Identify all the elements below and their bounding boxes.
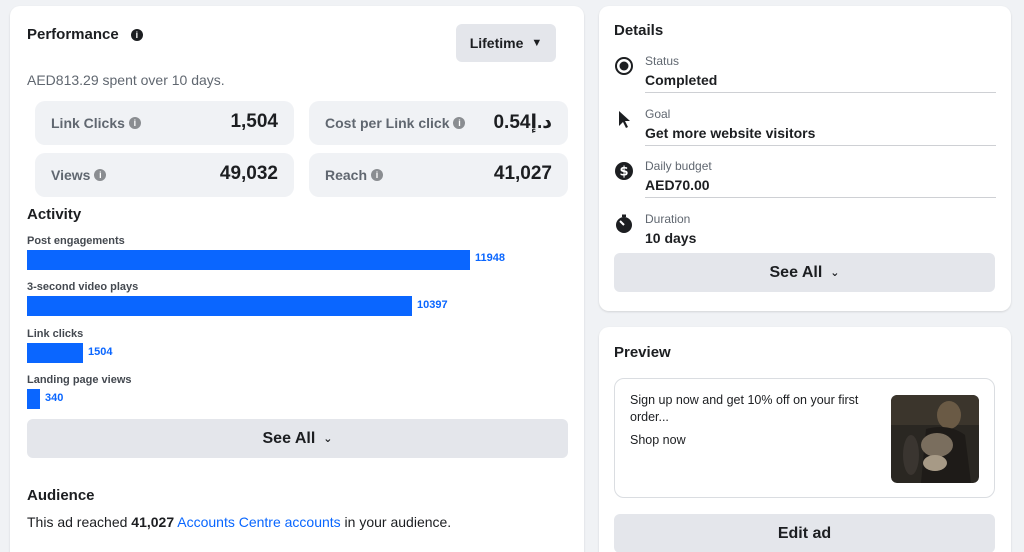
details-row-status: Status Completed (614, 54, 996, 106)
details-row-daily-budget: $ Daily budget AED70.00 (614, 159, 996, 211)
detail-value: AED70.00 (645, 177, 710, 193)
details-card: Details Status Completed Goal Get more w… (599, 6, 1011, 311)
info-icon[interactable]: i (371, 169, 384, 182)
radio-icon (615, 57, 633, 75)
performance-title: Performance i (27, 26, 143, 43)
divider (645, 92, 996, 93)
metric-link-clicks: Link Clicks i 1,504 (35, 101, 294, 145)
metric-value: 41,027 (493, 163, 552, 184)
audience-title: Audience (27, 487, 95, 504)
audience-count: 41,027 (131, 514, 175, 530)
activity-value: 10397 (417, 299, 448, 311)
metric-value: 49,032 (219, 163, 278, 184)
see-all-label: See All (262, 429, 316, 447)
activity-title: Activity (27, 206, 82, 223)
metric-label-text: Link Clicks (51, 115, 125, 131)
activity-bar (27, 343, 83, 363)
metric-label: Reach i (325, 167, 384, 183)
detail-value: Completed (645, 72, 718, 88)
metric-label-text: Cost per Link click (325, 115, 450, 131)
svg-text:$: $ (619, 165, 628, 180)
detail-value: 10 days (645, 230, 697, 246)
caret-down-icon: ▼ (531, 37, 543, 49)
metric-reach: Reach i 41,027 (309, 153, 568, 197)
divider (645, 145, 996, 146)
metric-label: Link Clicks i (51, 115, 141, 131)
info-icon[interactable]: i (130, 29, 143, 42)
activity-value: 340 (45, 392, 64, 404)
detail-label: Daily budget (645, 159, 712, 173)
chevron-down-icon: ⌄ (323, 433, 333, 445)
details-see-all-button[interactable]: See All ⌄ (614, 253, 995, 292)
activity-label: 3-second video plays (27, 281, 139, 293)
details-row-goal: Goal Get more website visitors (614, 107, 996, 159)
preview-title: Preview (614, 344, 671, 361)
activity-bar (27, 250, 470, 270)
info-icon[interactable]: i (453, 117, 466, 130)
metric-label: Views i (51, 167, 107, 183)
activity-label: Landing page views (27, 374, 132, 386)
audience-suffix: in your audience. (340, 514, 452, 530)
audience-text: This ad reached 41,027 Accounts Centre a… (27, 514, 451, 530)
metric-label: Cost per Link click i (325, 115, 466, 131)
cursor-icon (619, 111, 630, 128)
performance-card: Performance i Lifetime ▼ AED813.29 spent… (10, 6, 584, 552)
lifetime-dropdown[interactable]: Lifetime ▼ (456, 24, 556, 62)
dollar-icon: $ (615, 162, 633, 180)
lifetime-label: Lifetime (469, 35, 524, 51)
activity-label: Link clicks (27, 328, 84, 340)
accounts-centre-link[interactable]: Accounts Centre accounts (177, 514, 341, 530)
preview-card: Preview Sign up now and get 10% off on y… (599, 327, 1011, 552)
activity-label: Post engagements (27, 235, 125, 247)
details-row-duration: Duration 10 days (614, 212, 996, 264)
activity-bar (27, 296, 412, 316)
info-icon[interactable]: i (128, 117, 141, 130)
ad-preview-box[interactable]: Sign up now and get 10% off on your firs… (614, 378, 995, 498)
metric-label-text: Views (51, 167, 91, 183)
stopwatch-icon (616, 214, 632, 233)
activity-value: 1504 (88, 346, 113, 358)
detail-label: Status (645, 54, 680, 68)
shop-now-link[interactable]: Shop now (630, 433, 686, 447)
audience-prefix: This ad reached (27, 514, 132, 530)
activity-see-all-button[interactable]: See All ⌄ (27, 419, 568, 458)
ad-preview-text: Sign up now and get 10% off on your firs… (630, 393, 859, 424)
spent-text: AED813.29 spent over 10 days. (27, 72, 225, 88)
detail-label: Duration (645, 212, 691, 226)
detail-value: Get more website visitors (645, 125, 816, 141)
metric-views: Views i 49,032 (35, 153, 294, 197)
ad-thumbnail-image (891, 395, 979, 483)
see-all-label: See All (769, 263, 823, 281)
activity-value: 11948 (475, 252, 505, 264)
divider (645, 197, 996, 198)
details-title: Details (614, 22, 664, 39)
metric-value: د.إ0.54 (493, 112, 552, 133)
metric-value: 1,504 (230, 111, 278, 132)
edit-ad-button[interactable]: Edit ad (614, 514, 995, 552)
performance-title-text: Performance (27, 26, 119, 43)
info-icon[interactable]: i (94, 169, 107, 182)
detail-label: Goal (645, 107, 671, 121)
metric-cost-per-link-click: Cost per Link click i د.إ0.54 (309, 101, 568, 145)
chevron-down-icon: ⌄ (830, 267, 840, 279)
activity-bar (27, 389, 40, 409)
metric-label-text: Reach (325, 167, 368, 183)
